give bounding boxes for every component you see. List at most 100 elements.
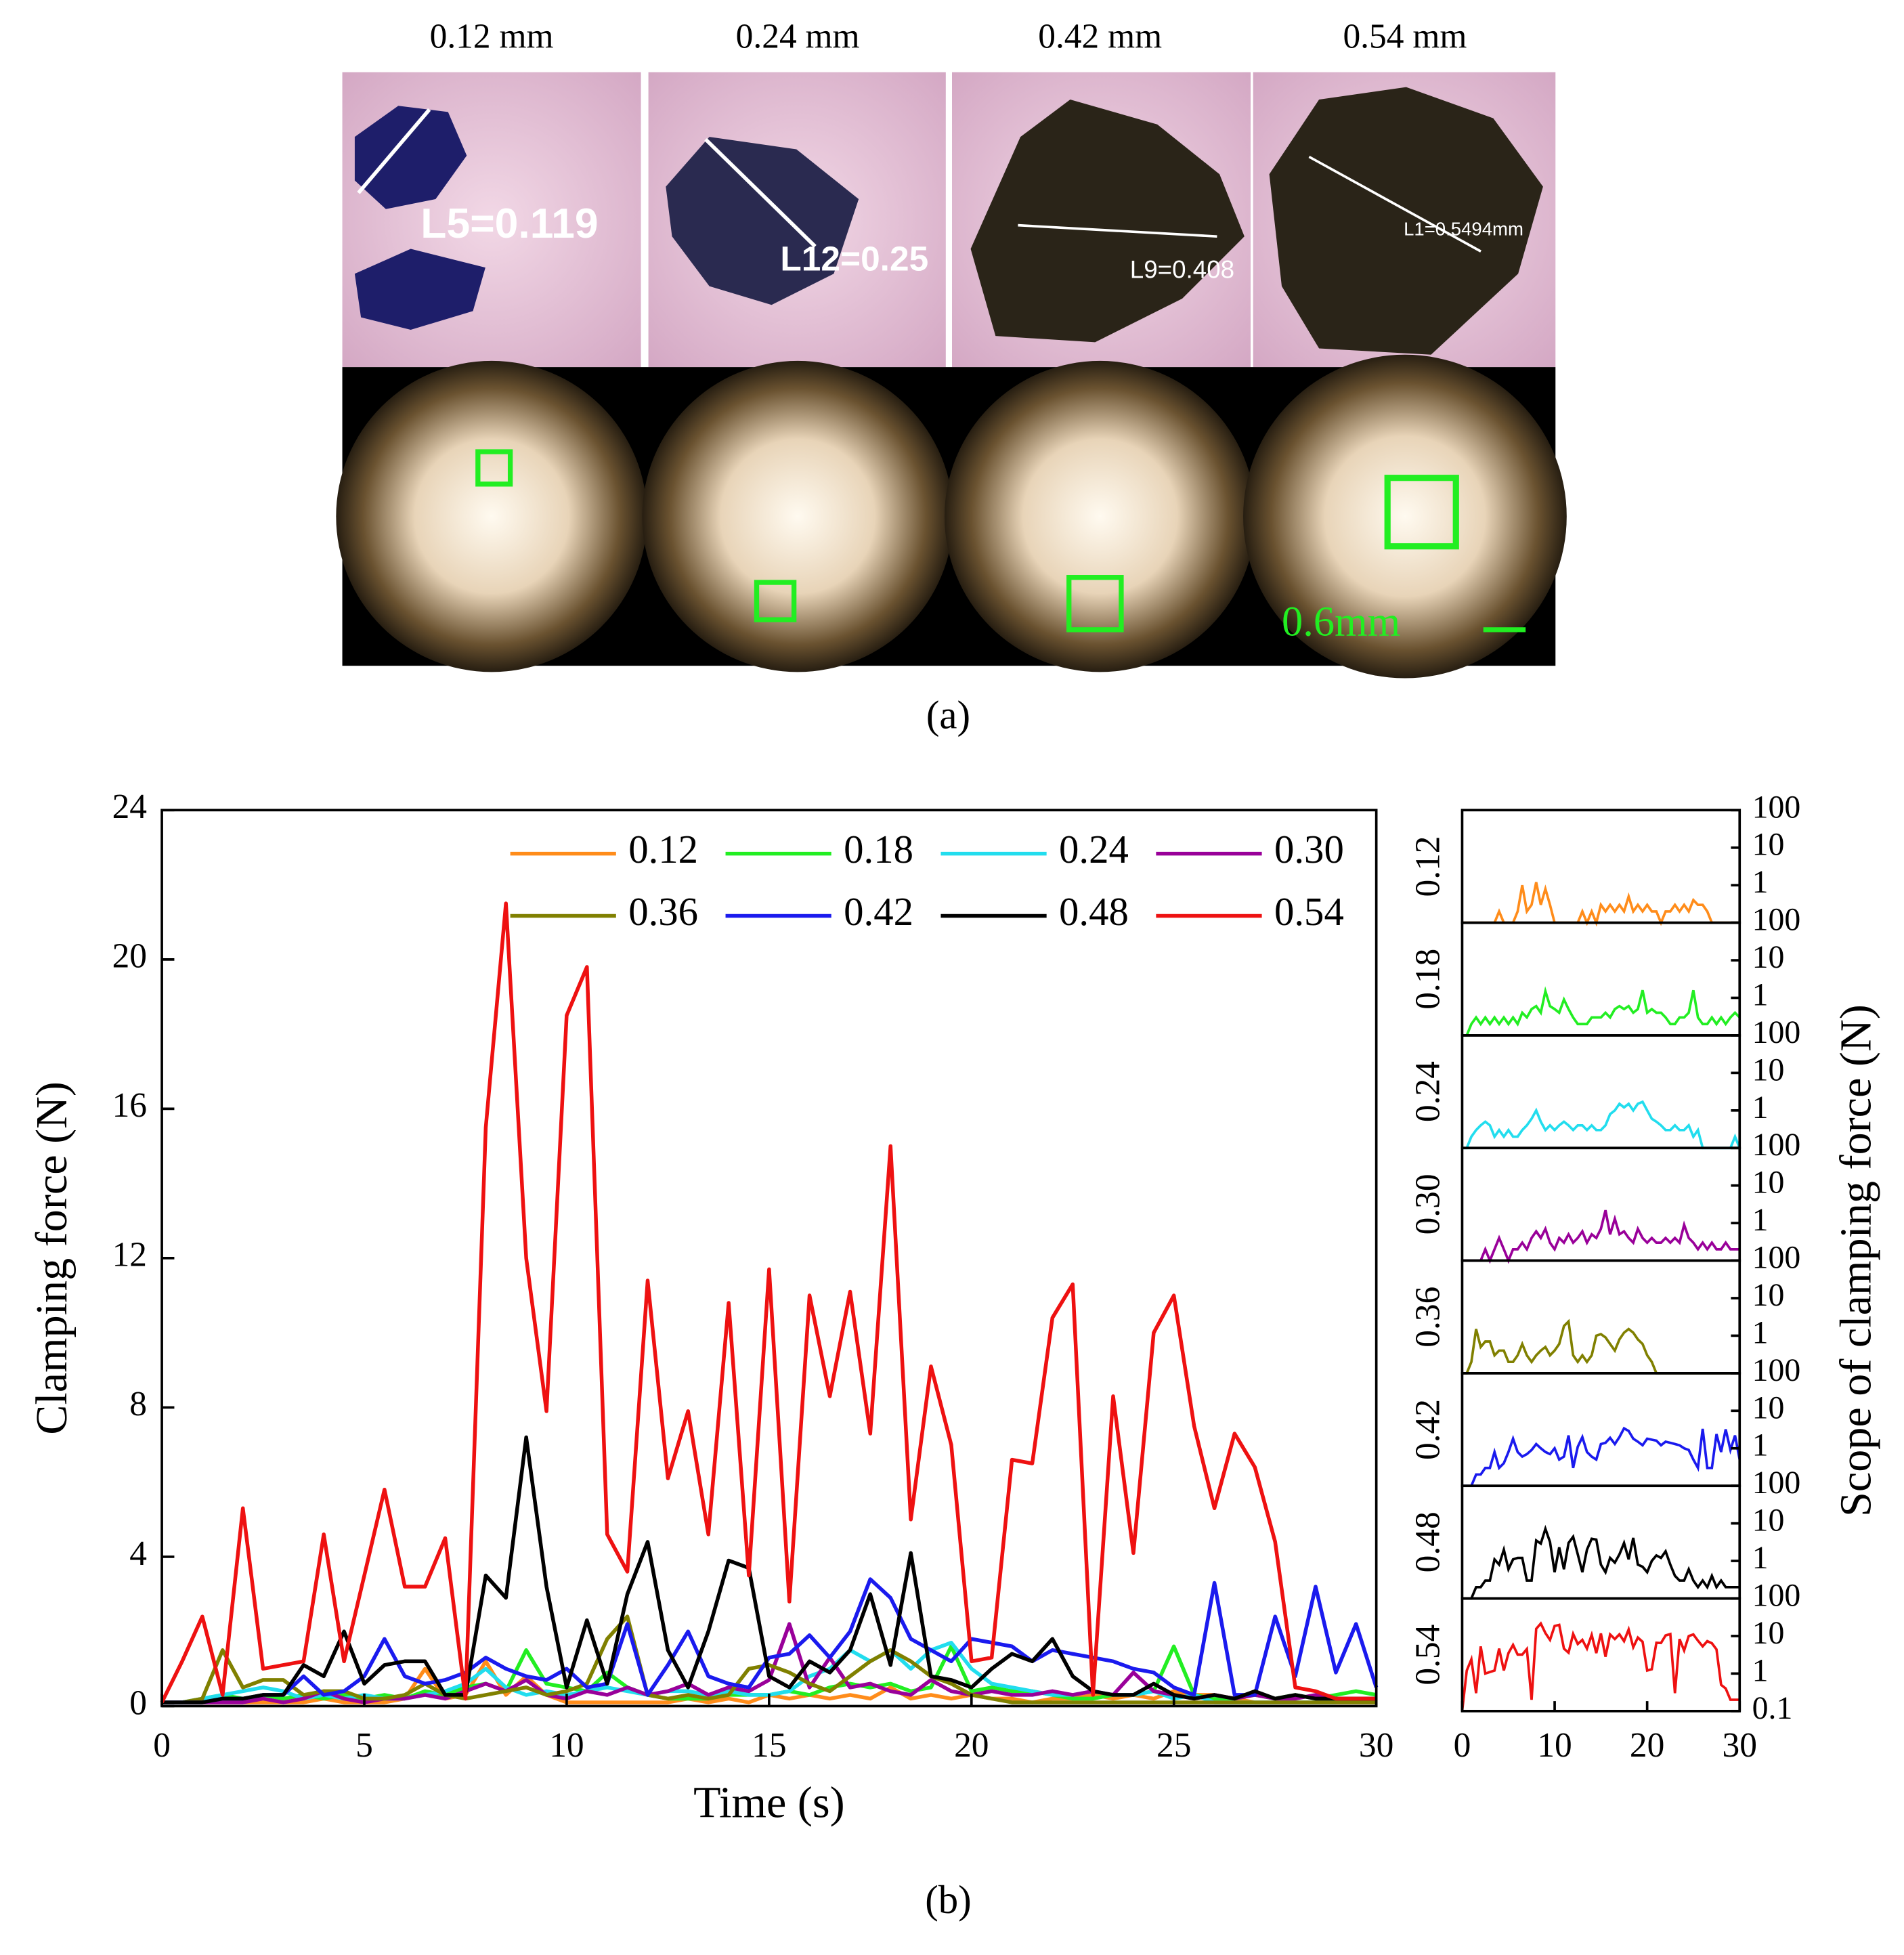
- panel-label: 0.36: [1408, 1287, 1447, 1348]
- panel-x-tick-label: 20: [1630, 1726, 1664, 1765]
- panel-y-tick-label: 1: [1752, 864, 1769, 900]
- x-axis-label: Time (s): [693, 1778, 845, 1828]
- legend-label: 0.12: [628, 828, 698, 872]
- particle: [354, 249, 485, 330]
- measurement: L9=0.408: [1130, 255, 1234, 283]
- panel-y-tick-label: 100: [1752, 1240, 1801, 1276]
- panel-y-tick-label: 100: [1752, 1014, 1801, 1050]
- y-tick-label: 20: [112, 937, 147, 976]
- panel-label: 0.12: [1408, 836, 1447, 897]
- panel-line: [1462, 882, 1740, 927]
- panel-y-tick-label: 100: [1752, 1577, 1801, 1613]
- panel-label: 0.30: [1408, 1174, 1447, 1234]
- panel-y-tick-label: 10: [1752, 1165, 1785, 1201]
- x-tick-label: 10: [549, 1726, 584, 1765]
- panel-line: [1462, 986, 1741, 1037]
- y-tick-label: 4: [129, 1534, 147, 1573]
- panel-label: 0.48: [1408, 1511, 1447, 1572]
- particle: [970, 100, 1245, 343]
- panel-y-tick-label: 100: [1752, 789, 1801, 825]
- panel-line: [1462, 1524, 1740, 1600]
- legend-label: 0.30: [1274, 828, 1344, 872]
- scale-label: 0.6mm: [1282, 598, 1400, 645]
- panel-line: [1462, 1318, 1740, 1375]
- legend-label: 0.24: [1059, 828, 1129, 872]
- panel-frame: [1461, 1597, 1741, 1713]
- measure-line: [704, 137, 817, 248]
- measure-line: [1018, 223, 1217, 238]
- panel-y-tick-label: 1: [1752, 1652, 1769, 1688]
- particle: [1269, 87, 1543, 355]
- panel-y-tick-label: 1: [1752, 1427, 1769, 1463]
- panel-line: [1462, 1209, 1740, 1264]
- legend-label: 0.36: [628, 890, 698, 934]
- series-line: [162, 1577, 1379, 1704]
- panel-label: 0.18: [1408, 949, 1447, 1010]
- panel-y-tick-label: 1: [1752, 1090, 1769, 1125]
- panel-y-tick-label: 1: [1752, 1540, 1769, 1576]
- y-axis-label: Clamping force (N): [27, 1081, 77, 1435]
- panel-frame: [1461, 1146, 1741, 1262]
- panel-x-tick-label: 10: [1537, 1726, 1572, 1765]
- highlight-box: [1066, 575, 1124, 632]
- particle: [354, 106, 467, 209]
- size-label: 0.24 mm: [736, 18, 860, 56]
- panel-y-tick-label: 100: [1752, 1127, 1801, 1163]
- panel-x-tick-label: 30: [1723, 1726, 1757, 1765]
- panel-y-tick-label: 0.1: [1752, 1690, 1793, 1726]
- photo: [642, 360, 953, 672]
- y-tick-label: 0: [129, 1683, 147, 1722]
- panel-y-tick-label: 10: [1752, 1390, 1785, 1425]
- panel-y-tick-label: 100: [1752, 902, 1801, 938]
- panel-y-tick-label: 10: [1752, 1277, 1785, 1313]
- panel-label: 0.42: [1408, 1399, 1447, 1460]
- highlight-box: [1384, 475, 1459, 550]
- panel-label: 0.24: [1408, 1061, 1447, 1122]
- panel-y-tick-label: 10: [1752, 1615, 1785, 1651]
- y-tick-label: 8: [129, 1385, 147, 1423]
- caption: (b): [925, 1878, 972, 1922]
- panel-frame: [1461, 1259, 1741, 1375]
- panel-line: [1462, 1426, 1741, 1488]
- series-line: [160, 901, 1377, 1704]
- x-tick-label: 25: [1156, 1726, 1191, 1765]
- x-tick-label: 0: [153, 1726, 171, 1765]
- photo: [1243, 354, 1567, 679]
- x-tick-label: 20: [954, 1726, 989, 1765]
- panel-frame: [1461, 1484, 1741, 1600]
- size-label: 0.12 mm: [430, 18, 554, 56]
- panel-y-tick-label: 1: [1752, 1202, 1769, 1238]
- y-tick-label: 24: [112, 788, 147, 826]
- panel-y-tick-label: 10: [1752, 1503, 1785, 1539]
- x-tick-label: 5: [355, 1726, 373, 1765]
- y-tick-label: 16: [112, 1086, 147, 1125]
- size-label: 0.42 mm: [1038, 18, 1162, 56]
- legend-label: 0.48: [1059, 890, 1129, 934]
- panel-y-axis-label: Scope of clamping force (N): [1832, 1004, 1881, 1517]
- photo: [336, 360, 647, 672]
- highlight-box: [475, 449, 513, 487]
- legend-label: 0.42: [844, 890, 913, 934]
- panel-y-tick-label: 1: [1752, 976, 1769, 1012]
- size-label: 0.54 mm: [1343, 18, 1467, 56]
- measurement: L5=0.119: [420, 200, 598, 247]
- x-tick-label: 30: [1359, 1726, 1393, 1765]
- panel-y-tick-label: 10: [1752, 1052, 1785, 1088]
- measure-line: [357, 108, 431, 194]
- measurement: L1=0.5494mm: [1404, 218, 1523, 239]
- panel-x-tick-label: 0: [1454, 1726, 1471, 1765]
- panel-line: [1462, 1100, 1741, 1150]
- legend-label: 0.54: [1274, 890, 1344, 934]
- y-tick-label: 12: [112, 1236, 147, 1274]
- panel-label: 0.54: [1408, 1625, 1447, 1685]
- x-tick-label: 15: [752, 1726, 786, 1765]
- panel-y-tick-label: 100: [1752, 1465, 1801, 1501]
- caption: (a): [926, 693, 970, 737]
- legend-label: 0.18: [844, 828, 913, 872]
- measurement: L12=0.25: [780, 239, 928, 278]
- photo-panels: [336, 72, 1567, 679]
- panel-y-tick-label: 10: [1752, 827, 1785, 863]
- panel-line: [1461, 1621, 1740, 1712]
- highlight-box: [754, 580, 797, 622]
